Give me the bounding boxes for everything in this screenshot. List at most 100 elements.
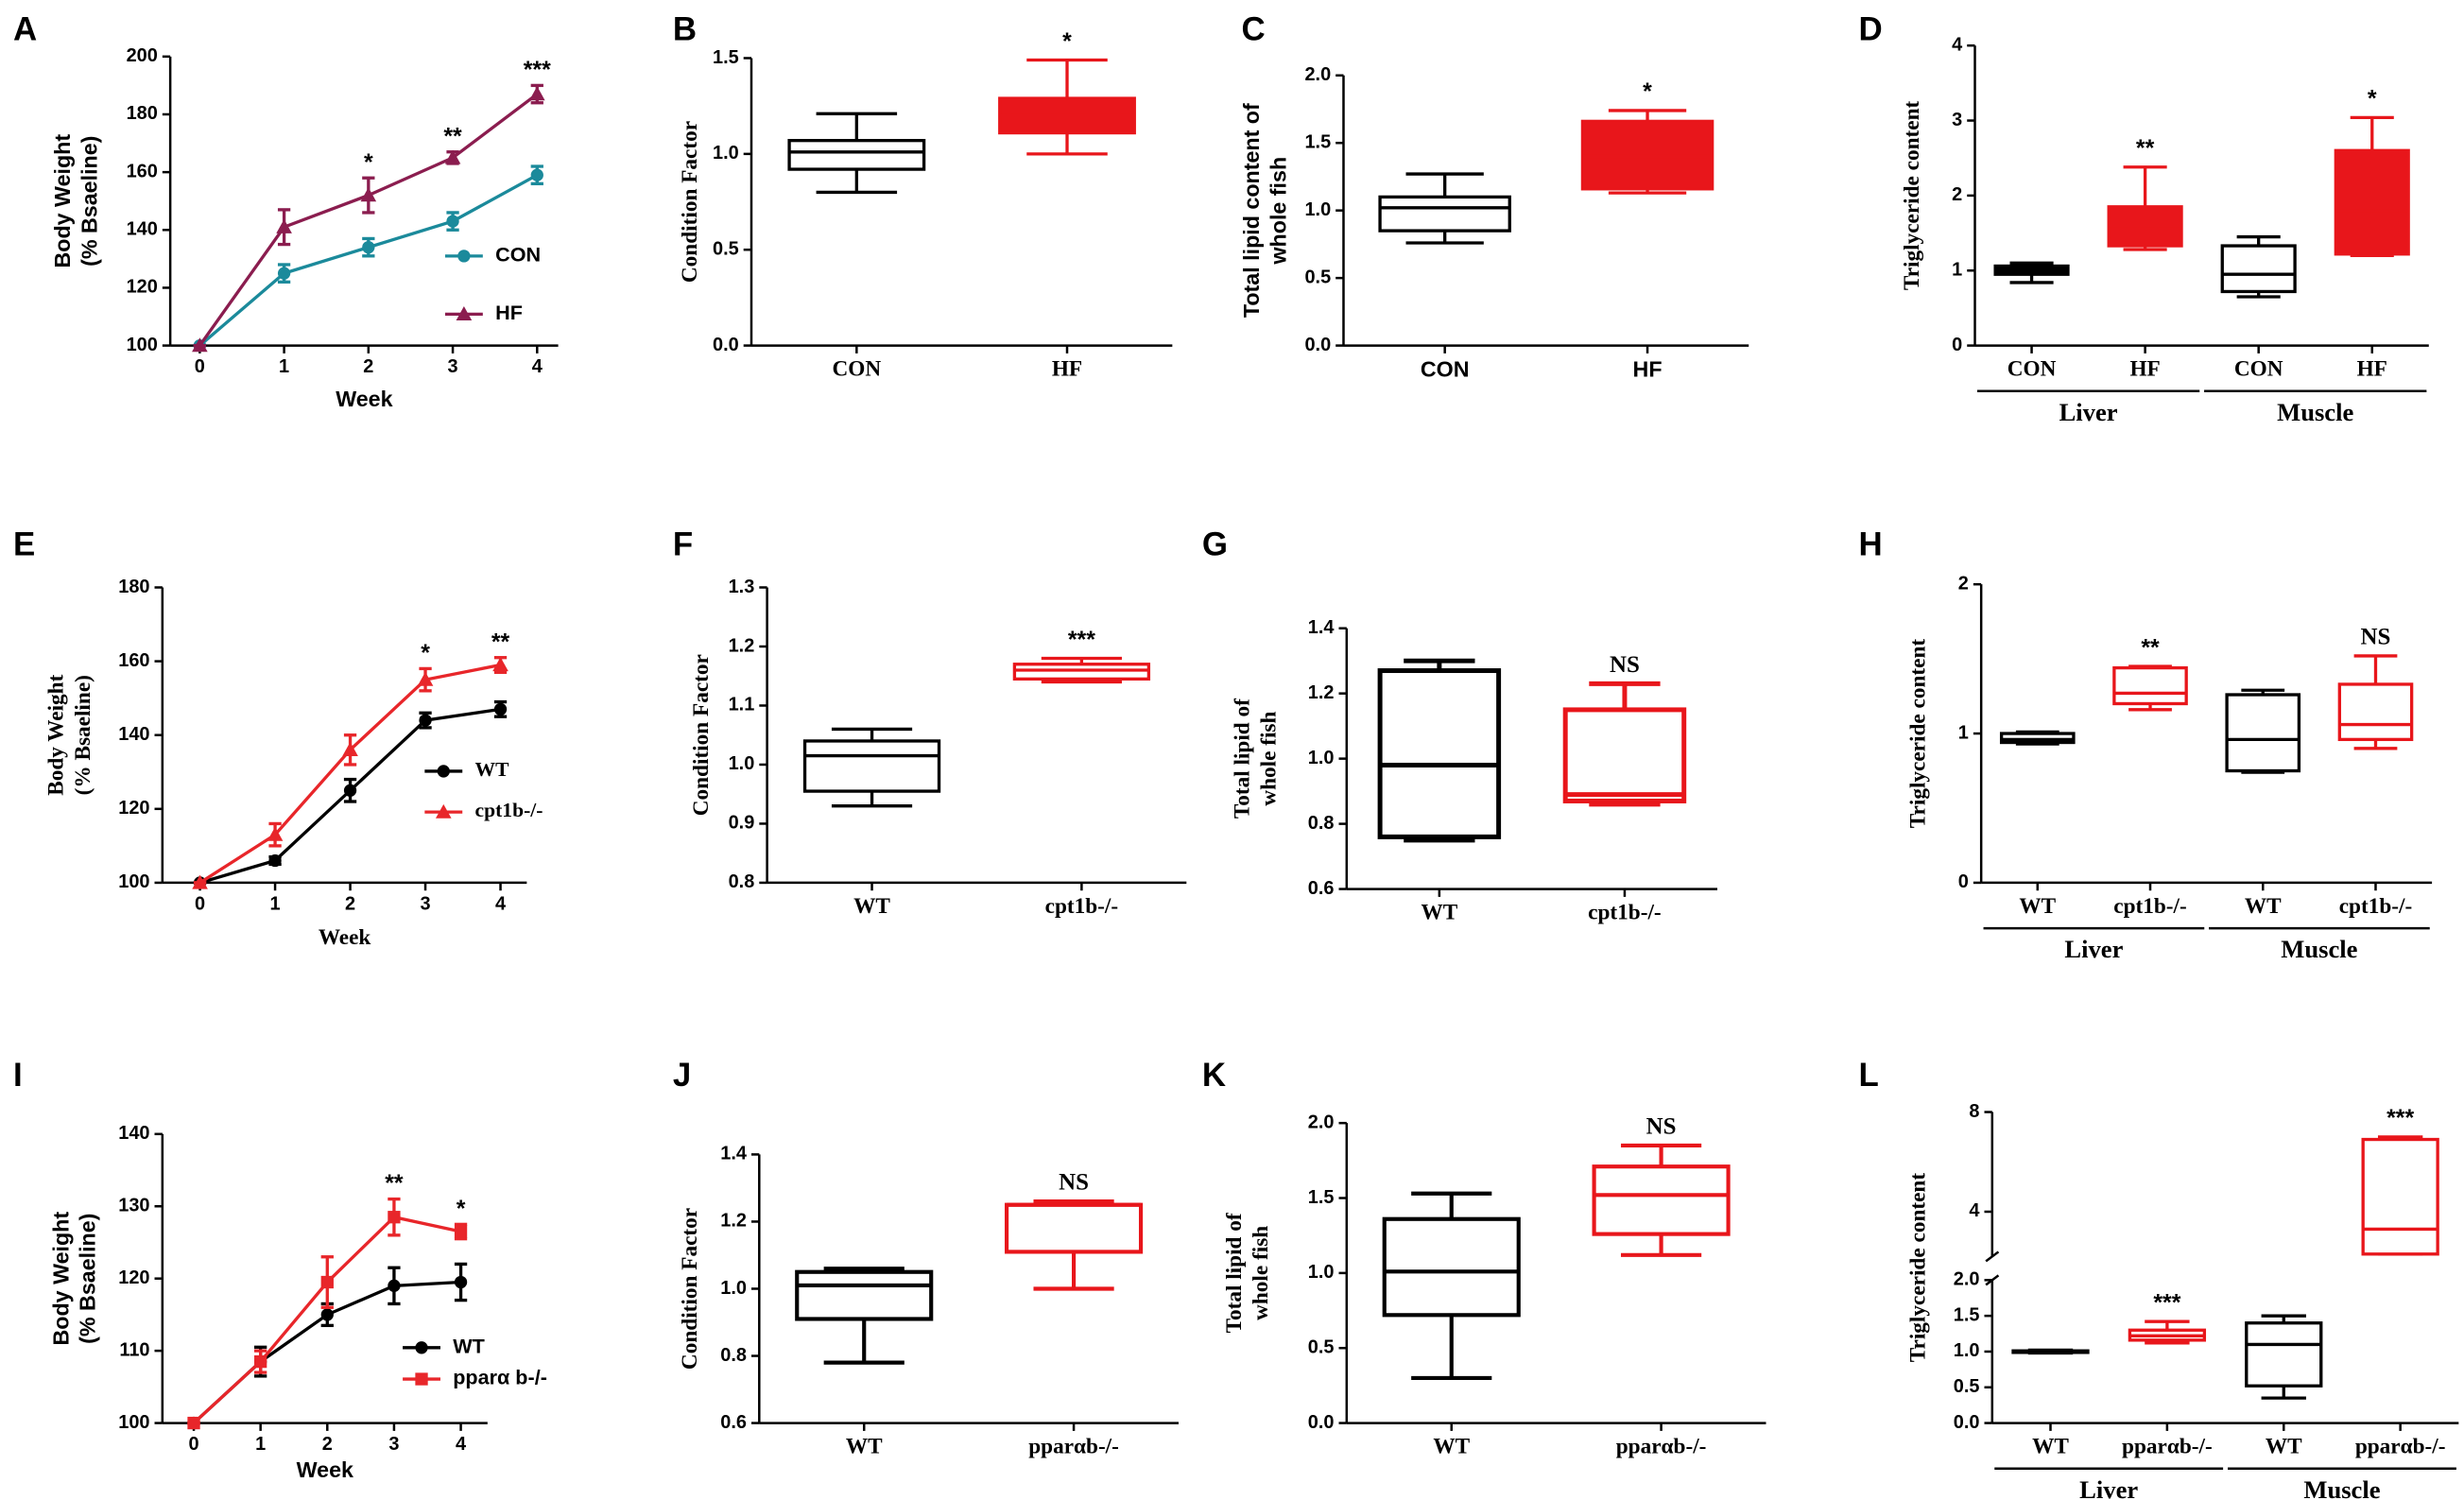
y-axis-label: Total lipid content of [1239, 103, 1264, 318]
x-tick-label: cpt1b-/- [1045, 894, 1119, 919]
y-tick-label: 120 [118, 1267, 149, 1288]
box [2361, 1137, 2439, 1256]
y-tick-label: 1.2 [729, 635, 755, 656]
point [362, 240, 375, 254]
x-tick-label: 0 [195, 893, 205, 914]
point [415, 1372, 428, 1386]
y-axis-label: Condition Factor [678, 121, 702, 283]
box [1377, 668, 1502, 839]
significance: NS [2361, 624, 2391, 649]
y-tick-label: 100 [118, 1412, 149, 1433]
y-axis-label: Triglyceride content [1906, 1173, 1931, 1363]
group-label: Muscle [2303, 1475, 2380, 1500]
y-axis-label: Condition Factor [678, 1208, 702, 1370]
y-tick-label: 0.5 [1308, 1336, 1335, 1357]
point [343, 784, 357, 797]
y-tick-label: 1.0 [713, 143, 739, 164]
panel-letter: K [1202, 1057, 1226, 1094]
y-tick-label: 1.0 [1954, 1340, 1980, 1361]
box [1378, 195, 1511, 233]
y-tick-label: 0.5 [1954, 1376, 1980, 1397]
group-label: Liver [2064, 935, 2123, 963]
x-tick-label: WT [2266, 1435, 2302, 1459]
x-tick-label: cpt1b-/- [1588, 900, 1662, 924]
y-tick-label: 140 [127, 219, 158, 240]
box [2334, 148, 2410, 256]
point [417, 671, 434, 686]
y-tick-label: 2.0 [1308, 1112, 1335, 1132]
y-tick-label: 140 [118, 724, 149, 745]
y-tick-label: 120 [118, 798, 149, 819]
y-tick-label: 3 [1952, 110, 1962, 130]
y-tick-label: 0.9 [729, 813, 755, 834]
point [446, 215, 459, 228]
y-tick-label: 1.1 [729, 695, 755, 716]
significance: NS [1610, 652, 1640, 678]
y-axis-label: Body Weight [50, 134, 75, 268]
point [268, 853, 282, 868]
y-tick-label: 0.0 [1304, 335, 1331, 355]
y-tick-label: 130 [118, 1196, 149, 1216]
y-tick-label: 1.0 [1308, 1262, 1335, 1283]
y-tick-label: 0.8 [729, 871, 755, 892]
x-tick-label: cpt1b-/- [2113, 894, 2187, 919]
y-tick-label: 120 [127, 277, 158, 298]
y-tick-label: 0.6 [720, 1412, 747, 1433]
y-tick-label: 0 [1952, 335, 1962, 355]
y-axis-label: whole fish [1257, 712, 1282, 806]
x-axis-label: Week [336, 387, 392, 411]
x-tick-label: WT [2245, 894, 2282, 919]
panel-letter: J [673, 1057, 691, 1094]
x-tick-label: 3 [448, 356, 458, 377]
y-tick-label: 160 [118, 650, 149, 671]
box [2225, 693, 2301, 773]
y-axis-label: (% Bsaeline) [76, 1214, 100, 1344]
y-tick-label: 1.3 [729, 577, 755, 597]
legend-label: WT [453, 1335, 485, 1358]
x-tick-label: 0 [195, 356, 205, 377]
point [493, 702, 508, 716]
y-tick-label: 0.0 [713, 335, 739, 355]
box [2245, 1321, 2323, 1388]
y-tick-label: 2.0 [1954, 1269, 1980, 1290]
x-tick-label: 4 [495, 893, 506, 914]
point [435, 803, 452, 819]
y-axis-label: Condition Factor [689, 654, 714, 816]
x-tick-label: HF [2357, 357, 2387, 382]
x-tick-label: 2 [363, 356, 373, 377]
group-label: Muscle [2277, 398, 2353, 426]
y-tick-label: 180 [118, 577, 149, 597]
x-tick-label: WT [2032, 1435, 2069, 1459]
group-label: Liver [2059, 398, 2118, 426]
x-tick-label: CON [2007, 357, 2057, 382]
y-tick-label: 180 [127, 103, 158, 124]
y-tick-label: 0.0 [1954, 1412, 1980, 1433]
y-tick-label: 140 [118, 1123, 149, 1144]
y-tick-label: 100 [118, 871, 149, 892]
y-tick-label: 1.4 [720, 1144, 747, 1164]
point [192, 874, 208, 889]
y-tick-label: 1.0 [1308, 748, 1335, 768]
point [454, 1275, 468, 1289]
x-tick-label: HF [2129, 357, 2160, 382]
box [1592, 1164, 1731, 1236]
x-tick-label: CON [2234, 357, 2283, 382]
point [187, 1416, 200, 1430]
x-tick-label: 3 [421, 893, 431, 914]
point [388, 1279, 401, 1292]
point [415, 1341, 428, 1354]
point [267, 826, 284, 841]
x-tick-label: CON [832, 357, 881, 382]
legend-label: pparα b-/- [453, 1366, 547, 1389]
y-axis-label: (% Bsaeline) [77, 136, 101, 267]
box [1382, 1216, 1521, 1318]
point [528, 86, 545, 101]
y-tick-label: 1.2 [720, 1211, 747, 1232]
x-tick-label: pparαb-/- [2355, 1435, 2446, 1459]
point [444, 149, 461, 164]
point [454, 1225, 468, 1238]
box [795, 1269, 934, 1321]
point [320, 1275, 334, 1289]
box [2337, 682, 2414, 742]
axis-break [1985, 1250, 2000, 1263]
